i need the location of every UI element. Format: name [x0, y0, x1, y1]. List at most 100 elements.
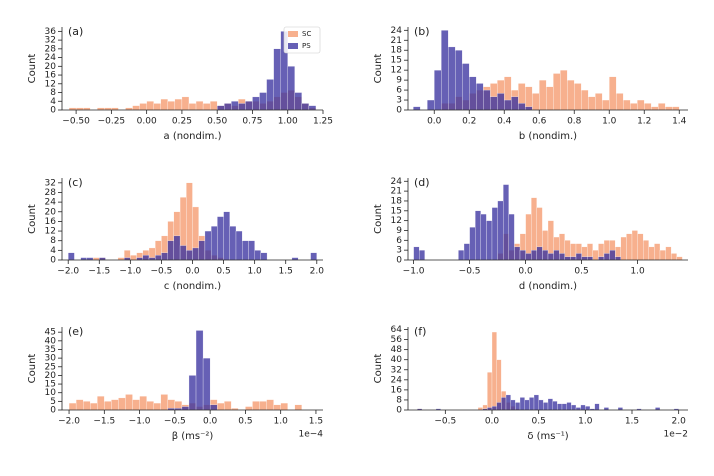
bar — [188, 103, 197, 111]
bar — [260, 252, 268, 261]
bar — [245, 406, 253, 411]
bar — [153, 103, 161, 111]
bar — [173, 235, 181, 261]
y-tick-label: 18 — [391, 196, 403, 206]
bar — [524, 399, 530, 411]
x-tick-label: −0.25 — [98, 117, 126, 127]
bar — [266, 399, 274, 411]
bar — [592, 250, 599, 261]
y-tick-label: 6 — [396, 236, 402, 246]
bar — [559, 253, 565, 261]
y-tick-label: 15 — [45, 380, 56, 390]
bar — [654, 243, 661, 261]
y-tick-label: 16 — [45, 71, 57, 81]
bar — [503, 184, 509, 261]
y-tick-label: 40 — [391, 355, 403, 365]
bar — [648, 246, 655, 261]
bar — [588, 96, 596, 111]
bar — [462, 63, 470, 111]
bar — [142, 255, 150, 261]
panel-label: (d) — [414, 176, 430, 189]
bar — [179, 245, 187, 261]
bar — [118, 397, 126, 411]
bar — [192, 247, 199, 261]
bar — [626, 233, 633, 261]
y-tick-label: 0 — [50, 256, 56, 266]
bar — [547, 253, 554, 261]
panel: −2.0 −1.5 −1.0 −0.5 0.0 0.5 1.0 1.5 051015202530… — [27, 325, 323, 442]
y-tick-label: 20 — [45, 371, 57, 381]
y-axis-label: Count — [27, 54, 38, 84]
x-tick-label: 1.5 — [279, 267, 293, 277]
y-tick-label: 0 — [50, 106, 56, 116]
x-tick-label: 1.5 — [309, 417, 323, 427]
y-tick-label: 16 — [45, 217, 57, 227]
bar — [557, 403, 563, 411]
x-axis-label: β (ms⁻²) — [172, 431, 214, 442]
bar — [224, 401, 232, 411]
bar — [543, 402, 549, 411]
bar — [570, 256, 577, 261]
bar — [658, 103, 666, 111]
bar — [594, 403, 600, 411]
bar — [167, 240, 175, 261]
bar — [248, 240, 255, 261]
y-tick-label: 30 — [45, 354, 57, 364]
bar — [104, 401, 112, 411]
y-tick-label: 48 — [391, 345, 403, 355]
x-tick-label: −1.0 — [129, 417, 151, 427]
x-tick-label: 0.4 — [497, 117, 512, 127]
bar — [217, 105, 225, 111]
bar — [458, 250, 465, 261]
bar — [553, 73, 561, 111]
bar — [552, 401, 558, 411]
x-tick-label: 0.8 — [567, 117, 582, 127]
bar — [525, 86, 533, 111]
y-tick-label: 64 — [391, 325, 403, 335]
x-tick-label: 0.75 — [242, 117, 262, 127]
x-axis-label: d (nondim.) — [519, 281, 577, 292]
bar — [496, 402, 502, 411]
bar — [637, 99, 645, 111]
x-tick-label: −1.5 — [93, 417, 115, 427]
y-tick-label: 12 — [391, 216, 402, 226]
bar — [504, 99, 512, 111]
bar — [231, 101, 239, 111]
bar — [448, 46, 456, 111]
bar — [659, 250, 666, 261]
bar — [259, 92, 267, 111]
x-tick-label: 0.5 — [532, 417, 546, 427]
y-axis-label: Count — [373, 354, 384, 384]
bar — [160, 98, 168, 111]
bar — [587, 256, 593, 261]
bar — [427, 99, 435, 111]
bar — [254, 250, 262, 261]
y-tick-label: 9 — [396, 226, 402, 236]
y-tick-label: 8 — [50, 236, 56, 246]
y-tick-label: 20 — [45, 62, 57, 72]
bar — [476, 83, 484, 111]
bar — [155, 255, 162, 261]
x-tick-label: 0.0 — [427, 117, 442, 127]
bar — [217, 402, 225, 411]
y-tick-label: 56 — [391, 335, 403, 345]
x-tick-label: 0.0 — [485, 417, 500, 427]
bar — [469, 227, 476, 261]
x-axis-label: δ (ms⁻¹) — [527, 431, 568, 442]
bar — [533, 394, 539, 411]
bar — [202, 357, 211, 411]
y-axis-label: Count — [27, 204, 38, 234]
bar — [139, 103, 147, 111]
bar — [310, 252, 317, 261]
bar — [491, 207, 498, 261]
bar — [308, 105, 317, 111]
bar — [83, 401, 91, 411]
bar — [186, 182, 193, 261]
bar — [581, 89, 589, 111]
bar — [525, 253, 532, 261]
y-tick-label: 18 — [391, 46, 403, 56]
bar — [519, 397, 525, 411]
bar — [539, 79, 547, 111]
bar — [441, 30, 449, 111]
